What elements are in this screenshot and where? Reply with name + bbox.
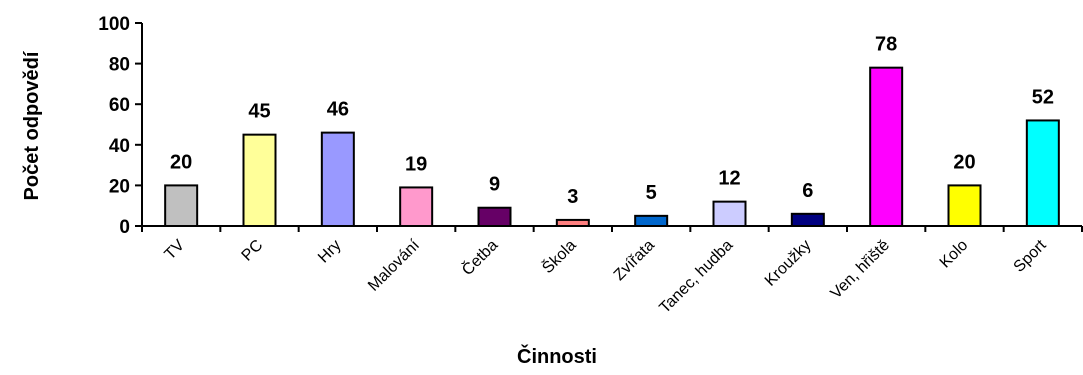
x-tick-label: Hry — [315, 237, 345, 267]
bar — [242, 133, 277, 227]
bar — [712, 200, 747, 227]
x-tick-label: Škola — [538, 235, 580, 277]
x-tick-label: PC — [239, 237, 267, 265]
bar-value-label: 78 — [875, 34, 897, 56]
bar-value-label: 45 — [248, 101, 270, 123]
bar-value-label: 19 — [405, 153, 427, 175]
bar-value-label: 3 — [567, 186, 578, 208]
y-tick-label: 80 — [109, 55, 130, 76]
y-axis-ticks: 0 20 40 60 80 100 — [98, 14, 142, 238]
axes — [141, 23, 1082, 227]
bar-value-label: 6 — [802, 180, 813, 202]
y-tick-label: 100 — [98, 14, 130, 35]
bar-value-label: 46 — [327, 99, 349, 121]
x-tick-label: TV — [162, 237, 189, 264]
x-tick-label: Ven, hřiště — [828, 237, 894, 303]
bar — [164, 184, 199, 227]
bar-value-label: 5 — [646, 182, 657, 204]
x-tick-label: Malování — [365, 236, 423, 294]
bar — [320, 131, 355, 227]
bar — [1025, 119, 1060, 227]
bar-value-label: 9 — [489, 174, 500, 196]
bar — [947, 184, 982, 227]
bar-value-label: 12 — [718, 168, 740, 190]
y-tick-label: 0 — [119, 217, 130, 238]
bar-value-label: 52 — [1032, 86, 1054, 108]
bar-value-label: 20 — [953, 151, 975, 173]
bar — [477, 206, 512, 227]
data-labels: 20 45 46 19 9 3 5 12 6 78 20 52 — [170, 34, 1054, 208]
y-axis-title: Počet odpovědí — [21, 50, 43, 200]
x-axis-title: Činnosti — [517, 344, 597, 368]
y-tick-label: 20 — [109, 176, 130, 197]
y-tick-label: 40 — [109, 136, 130, 157]
bar — [869, 66, 904, 227]
bars — [164, 66, 1060, 228]
bar — [790, 212, 825, 228]
x-tick-label: Kolo — [937, 237, 972, 272]
y-tick-label: 60 — [109, 95, 130, 116]
bar — [634, 214, 669, 228]
x-tick-label: Sport — [1011, 236, 1050, 275]
x-tick-label: Tanec, hudba — [656, 237, 736, 317]
x-tick-label: Četba — [458, 235, 502, 279]
x-tick-label: Kroužky — [762, 237, 815, 290]
x-tick-label: Zvířata — [611, 237, 658, 284]
bar-value-label: 20 — [170, 151, 192, 173]
bar — [399, 186, 434, 227]
